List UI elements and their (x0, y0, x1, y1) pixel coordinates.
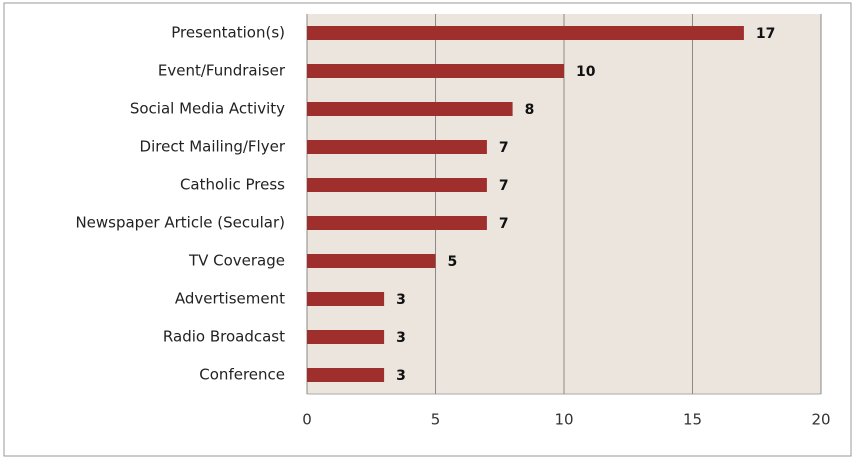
y-tick-label: Radio Broadcast (163, 328, 285, 346)
value-label: 3 (396, 330, 406, 346)
bar (307, 216, 487, 230)
bar (307, 140, 487, 154)
x-tick-label: 15 (683, 411, 702, 429)
value-label: 7 (499, 140, 509, 156)
value-label: 3 (396, 368, 406, 384)
bar (307, 254, 436, 268)
x-tick-label: 5 (431, 411, 441, 429)
y-tick-label: Advertisement (175, 290, 285, 308)
bar (307, 292, 385, 306)
y-tick-label: TV Coverage (188, 252, 285, 270)
y-tick-label: Newspaper Article (Secular) (75, 214, 285, 232)
x-tick-label: 20 (811, 411, 830, 429)
value-label: 10 (576, 64, 596, 80)
value-label: 3 (396, 292, 406, 308)
bar (307, 368, 385, 382)
bar (307, 102, 513, 116)
y-tick-label: Catholic Press (180, 176, 285, 194)
bar (307, 178, 487, 192)
value-label: 7 (499, 216, 509, 232)
y-tick-label: Conference (199, 366, 285, 384)
x-tick-label: 0 (302, 411, 312, 429)
value-label: 17 (756, 26, 775, 42)
value-label: 7 (499, 178, 509, 194)
y-tick-label: Direct Mailing/Flyer (140, 138, 286, 156)
x-tick-label: 10 (554, 411, 573, 429)
bar (307, 330, 385, 344)
y-tick-label: Presentation(s) (171, 24, 285, 42)
bar (307, 64, 564, 78)
value-label: 8 (525, 102, 535, 118)
bar (307, 26, 744, 40)
y-tick-label: Social Media Activity (130, 100, 285, 118)
value-label: 5 (448, 254, 458, 270)
y-tick-label: Event/Fundraiser (158, 62, 286, 80)
